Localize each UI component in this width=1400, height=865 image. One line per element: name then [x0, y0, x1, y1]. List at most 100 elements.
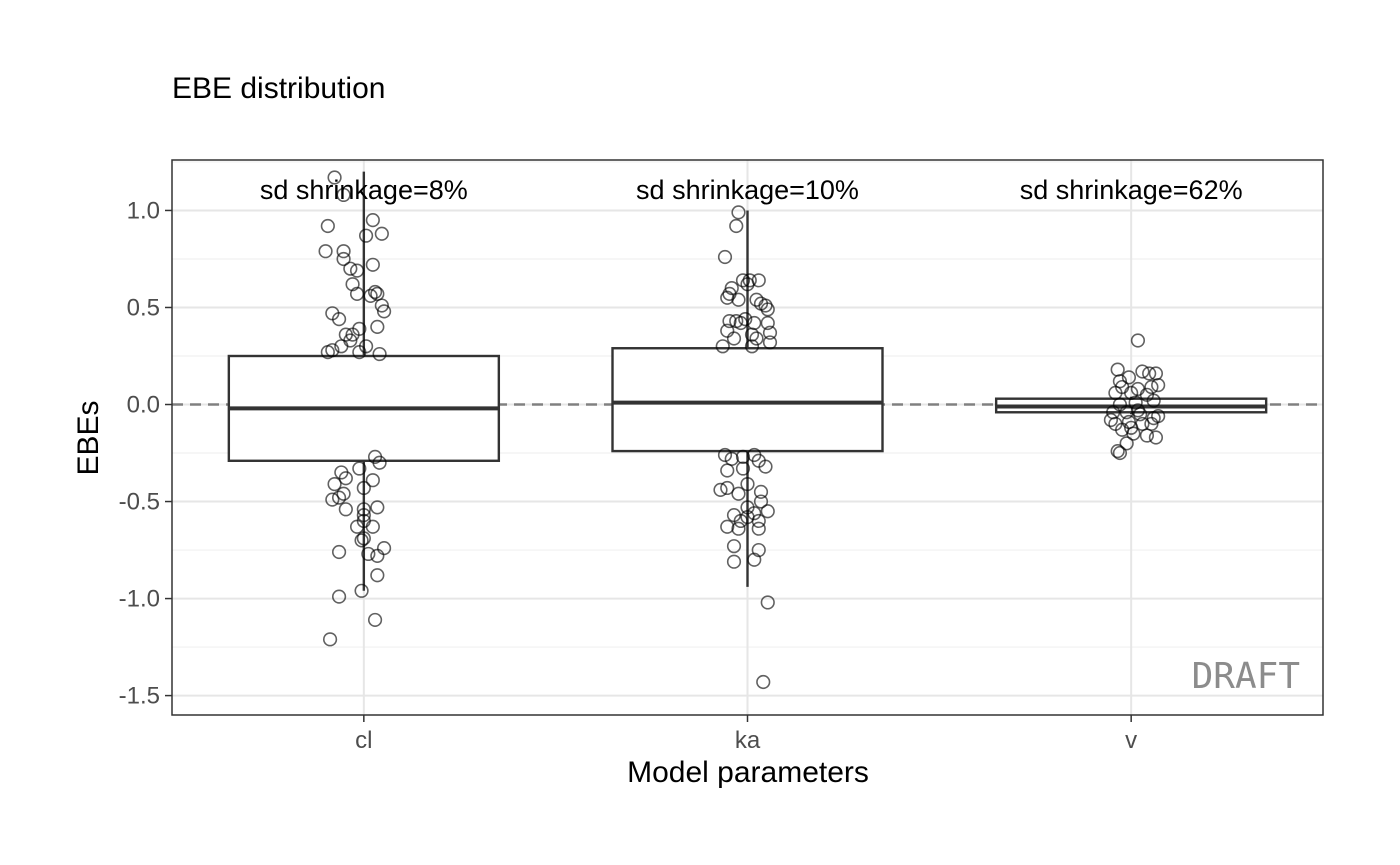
data-point-v — [1151, 409, 1166, 424]
y-tick-label: -0.5 — [119, 489, 160, 516]
data-point-ka — [760, 315, 775, 331]
data-point-ka — [740, 476, 755, 492]
data-point-cl — [336, 251, 351, 267]
data-point-v — [1110, 443, 1125, 459]
x-axis-title: Model parameters — [627, 756, 869, 789]
data-point-cl — [356, 508, 371, 523]
shrinkage-label-v: sd shrinkage=62% — [1020, 175, 1243, 205]
data-point-ka — [717, 249, 733, 265]
data-point-v — [1144, 379, 1159, 395]
data-point-v — [1151, 378, 1166, 393]
data-point-cl — [367, 284, 383, 300]
x-tick-label-cl: cl — [355, 727, 372, 754]
data-point-cl — [354, 533, 369, 548]
data-point-v — [1148, 430, 1164, 445]
data-point-cl — [343, 333, 358, 348]
data-point-cl — [363, 288, 378, 303]
data-point-cl — [365, 257, 380, 272]
data-point-ka — [751, 521, 766, 536]
data-point-ka — [740, 277, 755, 292]
data-point-cl — [370, 568, 385, 583]
annotations-group: sd shrinkage=8% sd shrinkage=10% sd shrink… — [260, 175, 1243, 205]
data-point-v — [1121, 370, 1137, 385]
box-ka — [611, 347, 884, 453]
data-point-cl — [358, 228, 374, 243]
data-point-cl — [372, 346, 387, 362]
data-point-ka — [762, 335, 778, 350]
data-point-cl — [336, 486, 351, 501]
data-point-v — [1119, 436, 1134, 451]
data-point-cl — [376, 304, 392, 319]
data-point-cl — [327, 170, 342, 185]
data-point-cl — [320, 218, 335, 234]
data-point-cl — [370, 500, 385, 515]
data-point-v — [1130, 333, 1146, 348]
data-point-cl — [352, 321, 367, 336]
data-point-cl — [352, 461, 367, 476]
boxes-group — [227, 171, 1268, 591]
data-point-ka — [753, 484, 769, 499]
data-point-cl — [336, 244, 351, 259]
data-point-cl — [331, 544, 347, 560]
data-point-ka — [729, 218, 744, 234]
data-point-ka — [744, 327, 760, 342]
data-point-ka — [753, 494, 769, 509]
data-point-ka — [733, 315, 748, 331]
data-point-ka — [722, 313, 737, 329]
y-tick-label: 0.0 — [127, 392, 160, 419]
data-point-ka — [720, 463, 735, 478]
data-point-cl — [336, 187, 351, 203]
data-point-cl — [331, 490, 347, 505]
data-point-ka — [731, 521, 746, 536]
data-point-cl — [349, 519, 365, 534]
y-axis-title: EBEs — [72, 400, 105, 475]
data-point-ka — [726, 331, 742, 346]
data-point-ka — [715, 339, 730, 354]
data-point-cl — [370, 548, 385, 563]
chart-title: EBE distribution — [172, 72, 385, 105]
data-point-cl — [320, 345, 335, 360]
data-point-cl — [327, 476, 342, 492]
data-point-cl — [356, 480, 371, 496]
y-axis: 1.0 0.5 0.0 -0.5 -1.0 -1.5 — [119, 197, 172, 710]
data-point-cl — [343, 261, 358, 276]
data-point-cl — [365, 519, 380, 534]
data-point-ka — [720, 519, 735, 534]
data-point-ka — [735, 461, 751, 476]
x-tick-label-ka: ka — [735, 727, 761, 754]
data-point-ka — [738, 312, 753, 327]
data-point-cl — [349, 286, 365, 301]
data-point-ka — [733, 513, 748, 529]
shrinkage-label-ka: sd shrinkage=10% — [636, 175, 859, 205]
data-point-ka — [762, 325, 778, 340]
data-point-cl — [349, 263, 365, 278]
data-point-ka — [751, 513, 766, 529]
data-point-ka — [747, 506, 762, 521]
data-point-cl — [352, 345, 367, 360]
data-point-v — [1146, 393, 1161, 408]
data-point-cl — [356, 531, 371, 546]
data-point-ka — [735, 449, 751, 465]
data-point-ka — [760, 504, 775, 519]
data-point-ka — [753, 296, 769, 311]
data-point-cl — [325, 492, 340, 507]
watermark-label: DRAFT — [1192, 656, 1300, 697]
y-tick-label: -1.5 — [119, 683, 160, 710]
y-tick-label: 0.5 — [127, 294, 160, 321]
data-point-cl — [370, 319, 385, 334]
data-point-ka — [713, 482, 728, 497]
data-point-ka — [720, 290, 735, 305]
data-point-cl — [365, 473, 380, 488]
data-point-v — [1124, 420, 1139, 435]
data-point-ka — [756, 674, 771, 690]
data-point-cl — [318, 244, 333, 259]
x-tick-label-v: v — [1125, 727, 1137, 754]
points-group — [318, 170, 1166, 690]
data-point-cl — [338, 471, 353, 486]
data-point-ka — [747, 552, 762, 567]
data-point-v — [1103, 412, 1119, 428]
data-point-ka — [744, 339, 760, 354]
data-point-ka — [760, 595, 775, 610]
data-point-cl — [338, 502, 353, 517]
